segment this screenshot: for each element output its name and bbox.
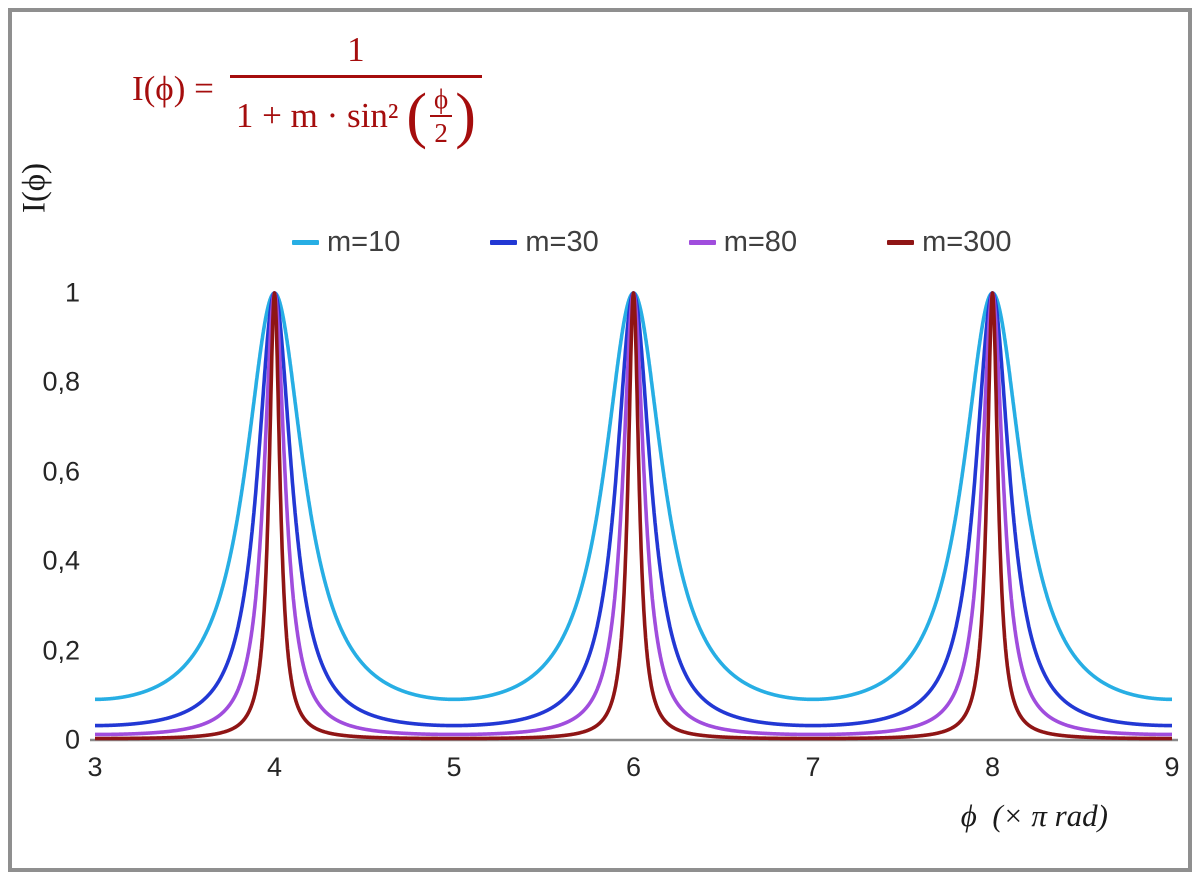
legend-item-m30: m=30: [490, 226, 599, 259]
legend-label-m300: m=300: [922, 226, 1012, 258]
formula-numerator: 1: [347, 30, 365, 69]
legend-swatch-m30: [490, 240, 518, 245]
curve-m=30: [93, 291, 1174, 728]
x-axis-title: ϕ (× π rad): [960, 798, 1108, 833]
formula-denominator-text: 1 + m · sin²: [235, 96, 399, 136]
formula-annotation: I(ϕ) = 1 1 + m · sin² ( ϕ 2 ): [132, 30, 482, 147]
curve-m=300: [93, 291, 1174, 741]
legend-item-m80: m=80: [688, 226, 798, 259]
legend-label-m80: m=80: [723, 226, 798, 258]
formula-fraction: 1 1 + m · sin² ( ϕ 2 ): [229, 30, 482, 150]
legend-item-m300: m=300: [887, 226, 1012, 259]
formula-denominator: 1 + m · sin² ( ϕ 2 ): [230, 78, 482, 150]
legend-swatch-m80: [688, 240, 716, 245]
legend-swatch-m300: [887, 240, 915, 245]
formula-fraction-bar: [229, 75, 482, 79]
open-paren: (: [406, 82, 428, 150]
inner-fraction-numerator: ϕ: [434, 84, 449, 115]
inner-fraction: ϕ 2: [430, 84, 453, 149]
legend-item-m10: m=10: [292, 226, 400, 259]
close-paren: ): [455, 82, 476, 150]
inner-fraction-denominator: 2: [434, 118, 448, 149]
inner-fraction-bar: [430, 114, 453, 118]
formula-lhs: I(ϕ) =: [132, 68, 214, 108]
curve-m=80: [93, 291, 1174, 737]
legend-swatch-m10: [292, 240, 319, 245]
legend-label-m30: m=30: [525, 226, 599, 258]
y-axis-title: I(ϕ): [16, 162, 53, 214]
legend-label-m10: m=10: [327, 226, 401, 258]
legend: m=10 m=30 m=80 m=300: [292, 226, 1012, 259]
